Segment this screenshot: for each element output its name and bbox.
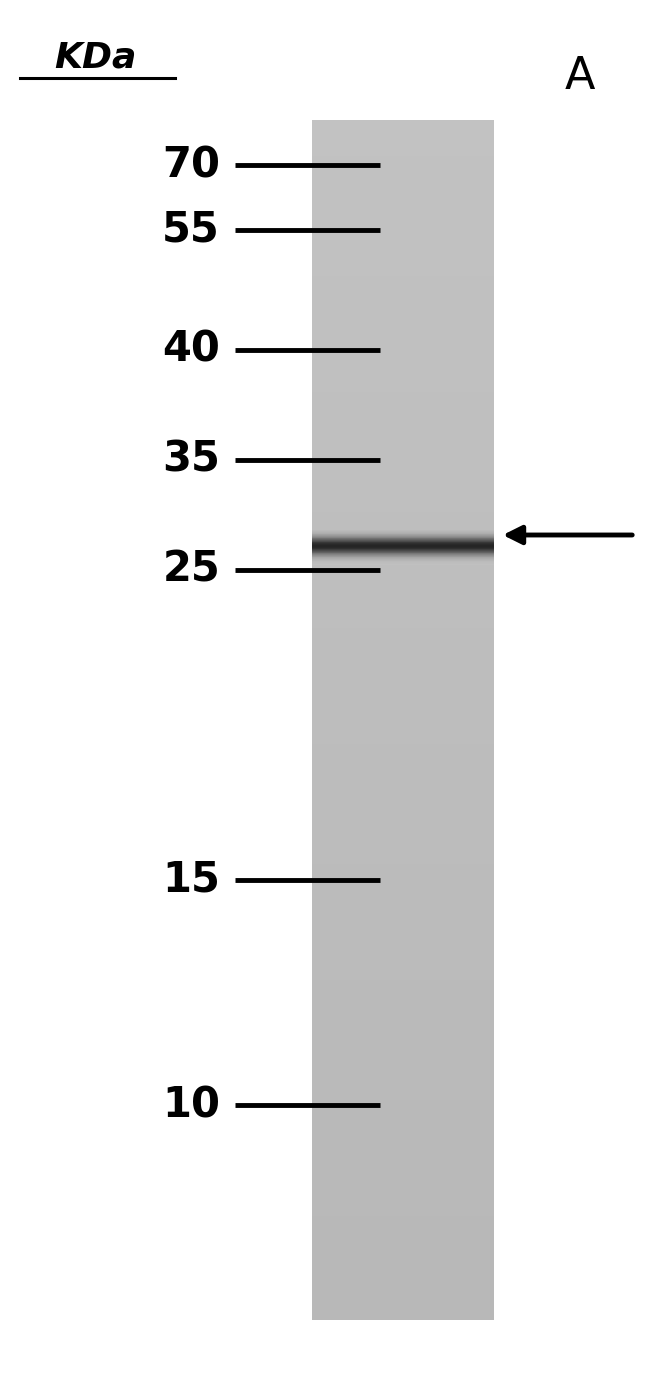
Text: KDa: KDa <box>54 40 136 74</box>
Text: 10: 10 <box>162 1084 220 1126</box>
Text: 40: 40 <box>162 329 220 372</box>
Text: 15: 15 <box>162 859 220 901</box>
Text: 25: 25 <box>162 548 220 592</box>
Text: 35: 35 <box>162 438 220 482</box>
Text: 70: 70 <box>162 143 220 187</box>
Text: A: A <box>565 56 595 97</box>
Text: 55: 55 <box>162 209 220 251</box>
